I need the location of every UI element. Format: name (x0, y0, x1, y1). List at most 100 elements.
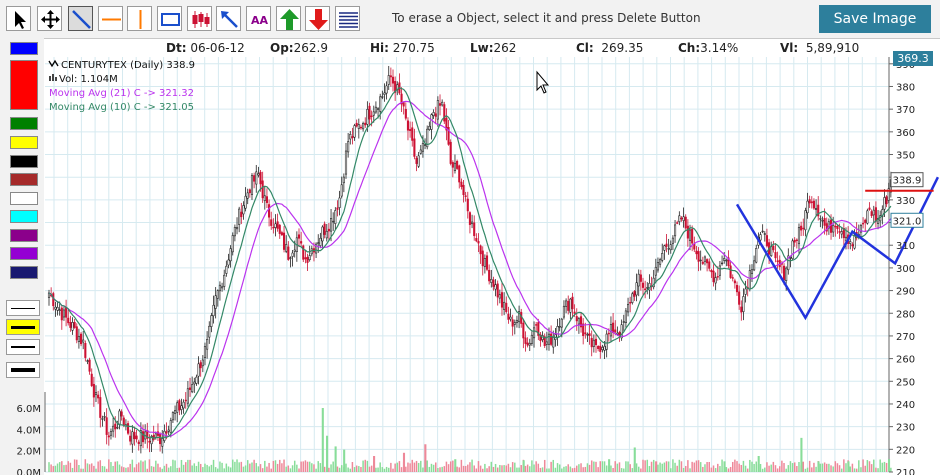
save-image-button[interactable]: Save Image (819, 5, 931, 33)
candle-body (293, 249, 296, 252)
color-swatch-navy[interactable] (10, 266, 38, 279)
volume-bar (234, 461, 236, 472)
color-swatch-purple[interactable] (10, 229, 38, 242)
candle-body (310, 248, 313, 255)
vertical-line-tool-button[interactable] (127, 6, 152, 31)
color-swatch-green[interactable] (10, 117, 38, 130)
blue-zigzag-drawing[interactable] (735, 176, 940, 321)
candle-body (436, 100, 439, 120)
candle-body (815, 208, 818, 210)
volume-bar (229, 467, 232, 472)
candle-body (415, 157, 418, 164)
candle-body (165, 431, 168, 434)
line-width-3-button[interactable] (6, 319, 40, 335)
candle-body (75, 326, 78, 341)
candle-body (601, 347, 604, 351)
color-swatch-white[interactable] (10, 192, 38, 205)
candle-body (849, 241, 852, 244)
volume-bar (490, 461, 493, 472)
color-swatch-red[interactable] (10, 60, 38, 110)
price-tick-label: 280 (896, 309, 915, 320)
rectangle-tool-button[interactable] (157, 6, 182, 31)
volume-bar (623, 468, 625, 472)
green-up-arrow-icon (280, 9, 299, 30)
candle-body (552, 337, 555, 348)
candle-body (569, 298, 572, 313)
volume-bar (445, 461, 448, 472)
volume-bar (646, 459, 649, 472)
volume-bar (870, 464, 873, 472)
volume-bar (152, 466, 155, 472)
candle-body (50, 294, 53, 297)
volume-bar (268, 462, 270, 472)
volume-bar (338, 467, 341, 472)
candle-body (319, 237, 322, 246)
color-swatch-brown[interactable] (10, 173, 38, 186)
candle-body (456, 160, 459, 169)
candle-body (614, 329, 617, 333)
line-width-2-button[interactable] (6, 339, 40, 355)
text-tool-button[interactable]: AA (246, 6, 271, 31)
volume-bar (862, 459, 864, 472)
volume-spike-bar (343, 449, 346, 472)
moving-average-10-line (48, 87, 892, 439)
volume-bar (249, 463, 251, 472)
color-swatch-cyan[interactable] (10, 210, 38, 223)
volume-bar (652, 459, 655, 472)
volume-bar (255, 463, 258, 472)
volume-bar (488, 466, 490, 472)
price-tick-label: 230 (896, 423, 915, 434)
volume-bar (199, 463, 202, 472)
color-swatch-violet[interactable] (10, 247, 38, 260)
candle-body (400, 93, 403, 105)
volume-spike-bar (800, 437, 803, 472)
volume-bar (514, 462, 516, 472)
color-swatch-black[interactable] (10, 155, 38, 168)
volume-bar (779, 466, 781, 472)
horizontal-line-tool-button[interactable] (98, 6, 123, 31)
candle-body (518, 311, 521, 323)
candle-body (62, 309, 66, 318)
volume-bar (501, 465, 503, 472)
candle-body (387, 75, 390, 85)
trendline-tool-button[interactable] (68, 6, 93, 31)
line-width-1-button[interactable] (6, 300, 40, 316)
color-swatch-yellow[interactable] (10, 136, 38, 149)
candle-body (99, 397, 102, 418)
volume-bar (518, 467, 520, 472)
candle-body (193, 381, 196, 385)
change-readout: Ch:3.14% (678, 41, 739, 55)
volume-bar (259, 464, 262, 472)
fibonacci-tool-button[interactable] (335, 6, 360, 31)
volume-bar (614, 461, 616, 472)
fibonacci-lines-icon (339, 12, 358, 28)
candle-body (103, 416, 106, 418)
volume-bar (605, 465, 608, 472)
pointer-tool-button[interactable] (6, 6, 31, 31)
volume-bar (157, 463, 159, 472)
candle-body (827, 221, 830, 229)
volume-bar (650, 461, 653, 472)
volume-bar (766, 462, 768, 472)
volume-bar (836, 463, 839, 472)
volume-bar (114, 461, 116, 472)
candles-tool-button[interactable] (187, 6, 212, 31)
candle-body (71, 322, 74, 331)
up-arrow-tool-button[interactable] (276, 6, 301, 31)
color-swatch-blue[interactable] (10, 42, 38, 55)
candle-body (509, 316, 512, 320)
candle-body (60, 307, 63, 321)
down-arrow-tool-button[interactable] (305, 6, 330, 31)
candle-body (466, 198, 469, 212)
arrow-line-tool-button[interactable] (216, 6, 241, 31)
volume-bar (428, 466, 431, 472)
candle-body (627, 303, 630, 313)
candle-body (774, 252, 777, 259)
candle-body (648, 282, 651, 291)
line-width-4-button[interactable] (6, 362, 40, 378)
move-tool-button[interactable] (37, 6, 62, 31)
candle-body (744, 288, 747, 295)
volume-bar (279, 459, 281, 472)
volume-bar (63, 465, 65, 472)
